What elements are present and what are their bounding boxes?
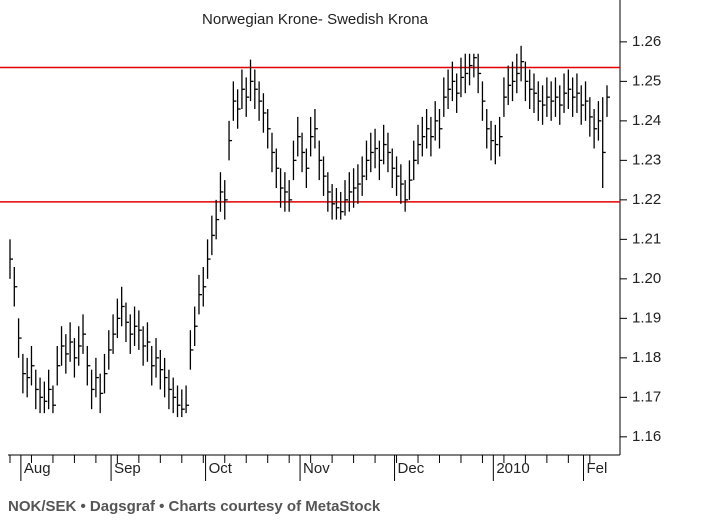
- x-tick-label: Nov: [303, 460, 330, 477]
- footer: NOK/SEK • Dagsgraf • Charts courtesy of …: [8, 498, 381, 515]
- y-tick-label: 1.19: [632, 309, 661, 326]
- x-tick-label: Fel: [587, 460, 608, 477]
- y-tick-label: 1.16: [632, 428, 661, 445]
- y-tick-label: 1.25: [632, 72, 661, 89]
- y-tick-label: 1.26: [632, 33, 661, 50]
- x-tick-label: Oct: [209, 460, 233, 477]
- chart-title: Norwegian Krone- Swedish Krona: [202, 11, 429, 28]
- y-tick-label: 1.24: [632, 112, 661, 129]
- x-tick-label: 2010: [496, 460, 529, 477]
- y-tick-label: 1.21: [632, 230, 661, 247]
- x-tick-label: Sep: [114, 460, 141, 477]
- x-tick-label: Aug: [24, 460, 51, 477]
- y-tick-label: 1.22: [632, 191, 661, 208]
- y-tick-label: 1.18: [632, 349, 661, 366]
- x-tick-label: Dec: [398, 460, 425, 477]
- y-tick-label: 1.17: [632, 388, 661, 405]
- y-tick-label: 1.20: [632, 270, 661, 287]
- y-tick-label: 1.23: [632, 151, 661, 168]
